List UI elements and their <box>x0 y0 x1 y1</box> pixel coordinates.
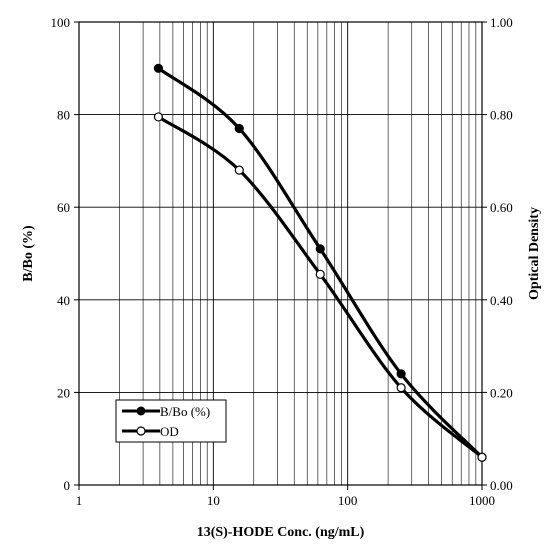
y2-tick-label: 0.80 <box>490 108 513 123</box>
y-tick-label: 100 <box>51 15 71 30</box>
legend-label: OD <box>160 424 179 439</box>
y2-axis-title: Optical Density <box>527 207 542 300</box>
y-tick-label: 20 <box>57 385 70 400</box>
data-point <box>234 165 244 175</box>
data-point <box>153 63 163 73</box>
x-tick-label: 1 <box>76 493 83 508</box>
y-tick-label: 40 <box>57 293 70 308</box>
data-point <box>153 112 163 122</box>
legend-swatch-marker <box>136 406 146 416</box>
legend: B/Bo (%) OD <box>115 399 227 443</box>
series-points <box>153 63 487 462</box>
y2-tick-label: 0.20 <box>490 385 513 400</box>
x-tick-label: 10 <box>207 493 220 508</box>
data-point <box>396 383 406 393</box>
y-tick-label: 0 <box>64 478 71 493</box>
minor-gridlines <box>119 22 477 485</box>
y2-tick-label: 0.40 <box>490 293 513 308</box>
y-axis-title: B/Bo (%) <box>21 225 36 282</box>
plot-area-frame <box>78 21 483 486</box>
legend-label: B/Bo (%) <box>160 404 210 419</box>
y-tick-label: 80 <box>57 108 70 123</box>
legend-box <box>115 399 227 443</box>
y2-tick-label: 0.00 <box>490 478 513 493</box>
data-point <box>315 244 325 254</box>
x-axis-ticks: 1 10 100 1000 <box>76 485 495 508</box>
data-point <box>477 452 487 462</box>
x-tick-label: 100 <box>338 493 358 508</box>
y2-tick-label: 0.60 <box>490 200 513 215</box>
y-tick-label: 60 <box>57 200 70 215</box>
y2-axis-ticks: 0.00 0.20 0.40 0.60 0.80 1.00 <box>482 15 513 493</box>
y-axis-ticks: 0 20 40 60 80 100 <box>51 15 79 493</box>
x-axis-title: 13(S)-HODE Conc. (ng/mL) <box>197 525 365 540</box>
data-point <box>396 369 406 379</box>
y2-tick-label: 1.00 <box>490 15 513 30</box>
x-tick-label: 1000 <box>469 493 495 508</box>
data-point <box>234 123 244 134</box>
data-point <box>315 269 325 279</box>
legend-swatch-marker <box>136 426 146 436</box>
